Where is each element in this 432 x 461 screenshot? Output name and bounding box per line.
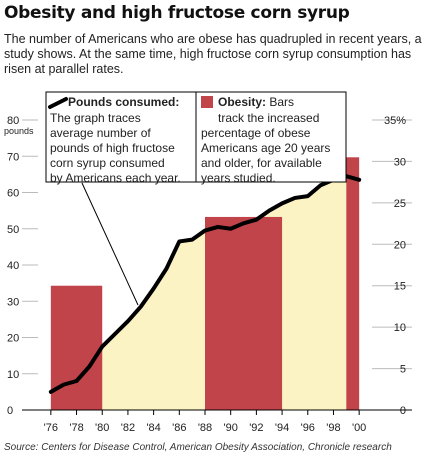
left-tick-label: 30 (7, 296, 19, 308)
obesity-annotation-box: Obesity: Bars track the increased percen… (195, 91, 347, 185)
left-tick-label: 10 (7, 369, 19, 381)
bar-layer (50, 157, 360, 410)
left-tick-label: 80 (7, 115, 19, 127)
x-tick-label: '86 (172, 422, 186, 434)
obesity-annotation-frame (195, 91, 347, 183)
source-note: Source: Centers for Disease Control, Ame… (4, 442, 392, 453)
x-tick-label: '94 (275, 422, 289, 434)
left-tick-label: 40 (7, 260, 19, 272)
chart-subtitle: The number of Americans who are obese ha… (4, 32, 422, 76)
obesity-annotation-line: percentage of obese (201, 126, 311, 140)
x-tick-label: '96 (301, 422, 315, 434)
x-tick-label: '98 (326, 422, 340, 434)
pounds-annotation-box: Pounds consumed: The graph traces averag… (45, 91, 197, 306)
right-tick-label: 10 (394, 322, 406, 334)
right-tick-label: 5 (400, 364, 406, 376)
obesity-legend-swatch (201, 96, 213, 108)
x-tick-label: '80 (95, 422, 109, 434)
right-tick-label: 30 (394, 156, 406, 168)
obesity-annotation-line: years studied. (201, 171, 276, 185)
right-tick-label: 35% (384, 115, 406, 127)
left-tick-label: 0 (7, 405, 13, 417)
x-tick-label: '88 (198, 422, 212, 434)
right-tick-label: 0 (400, 405, 406, 417)
pounds-annotation-line: The graph traces (50, 111, 141, 125)
obesity-annotation-line: track the increased (218, 111, 319, 125)
x-tick-label: '78 (69, 422, 83, 434)
axis-layer: pounds 0 10 20 30 40 50 60 70 80 0 5 10 15 20 25 30 35% '… (4, 115, 412, 434)
obesity-annotation-heading: Obesity: Bars (218, 95, 294, 109)
x-tick-label: '90 (224, 422, 238, 434)
obesity-bar (50, 285, 103, 410)
pounds-line (48, 174, 362, 394)
left-tick-label: 60 (7, 188, 19, 200)
obesity-annotation-line: Americans age 20 years (201, 141, 330, 155)
right-tick-label: 20 (394, 239, 406, 251)
pounds-legend-swatch (48, 97, 68, 109)
x-tick-label: '00 (352, 422, 366, 434)
left-axis-unit: pounds (4, 126, 34, 136)
obesity-annotation-label-tail: Bars (266, 95, 294, 109)
chart-title: Obesity and high fructose corn syrup (4, 3, 350, 23)
left-tick-label: 70 (7, 151, 19, 163)
line-layer (48, 174, 362, 394)
obesity-annotation-label: Obesity: (218, 95, 266, 109)
x-tick-label: '92 (249, 422, 263, 434)
left-tick-label: 20 (7, 333, 19, 345)
x-tick-label: '82 (121, 422, 135, 434)
pounds-annotation-line: pounds of high fructose (50, 141, 175, 155)
x-tick-label: '84 (146, 422, 160, 434)
pounds-annotation-frame (45, 91, 197, 183)
gridlines (22, 119, 412, 375)
right-tick-label: 15 (394, 281, 406, 293)
pounds-annotation-line: by Americans each year. (50, 171, 181, 185)
pounds-annotation-line: corn syrup consumed (50, 156, 165, 170)
x-tick-label: '76 (44, 422, 58, 434)
left-tick-label: 50 (7, 224, 19, 236)
pounds-annotation-line: average number of (50, 126, 151, 140)
pounds-leader-line (81, 182, 139, 306)
obesity-annotation-line: and older, for available (201, 156, 322, 170)
right-tick-label: 25 (394, 198, 406, 210)
obesity-bar (205, 216, 283, 410)
pounds-annotation-label: Pounds consumed: (68, 95, 179, 109)
obesity-bar (346, 157, 360, 410)
